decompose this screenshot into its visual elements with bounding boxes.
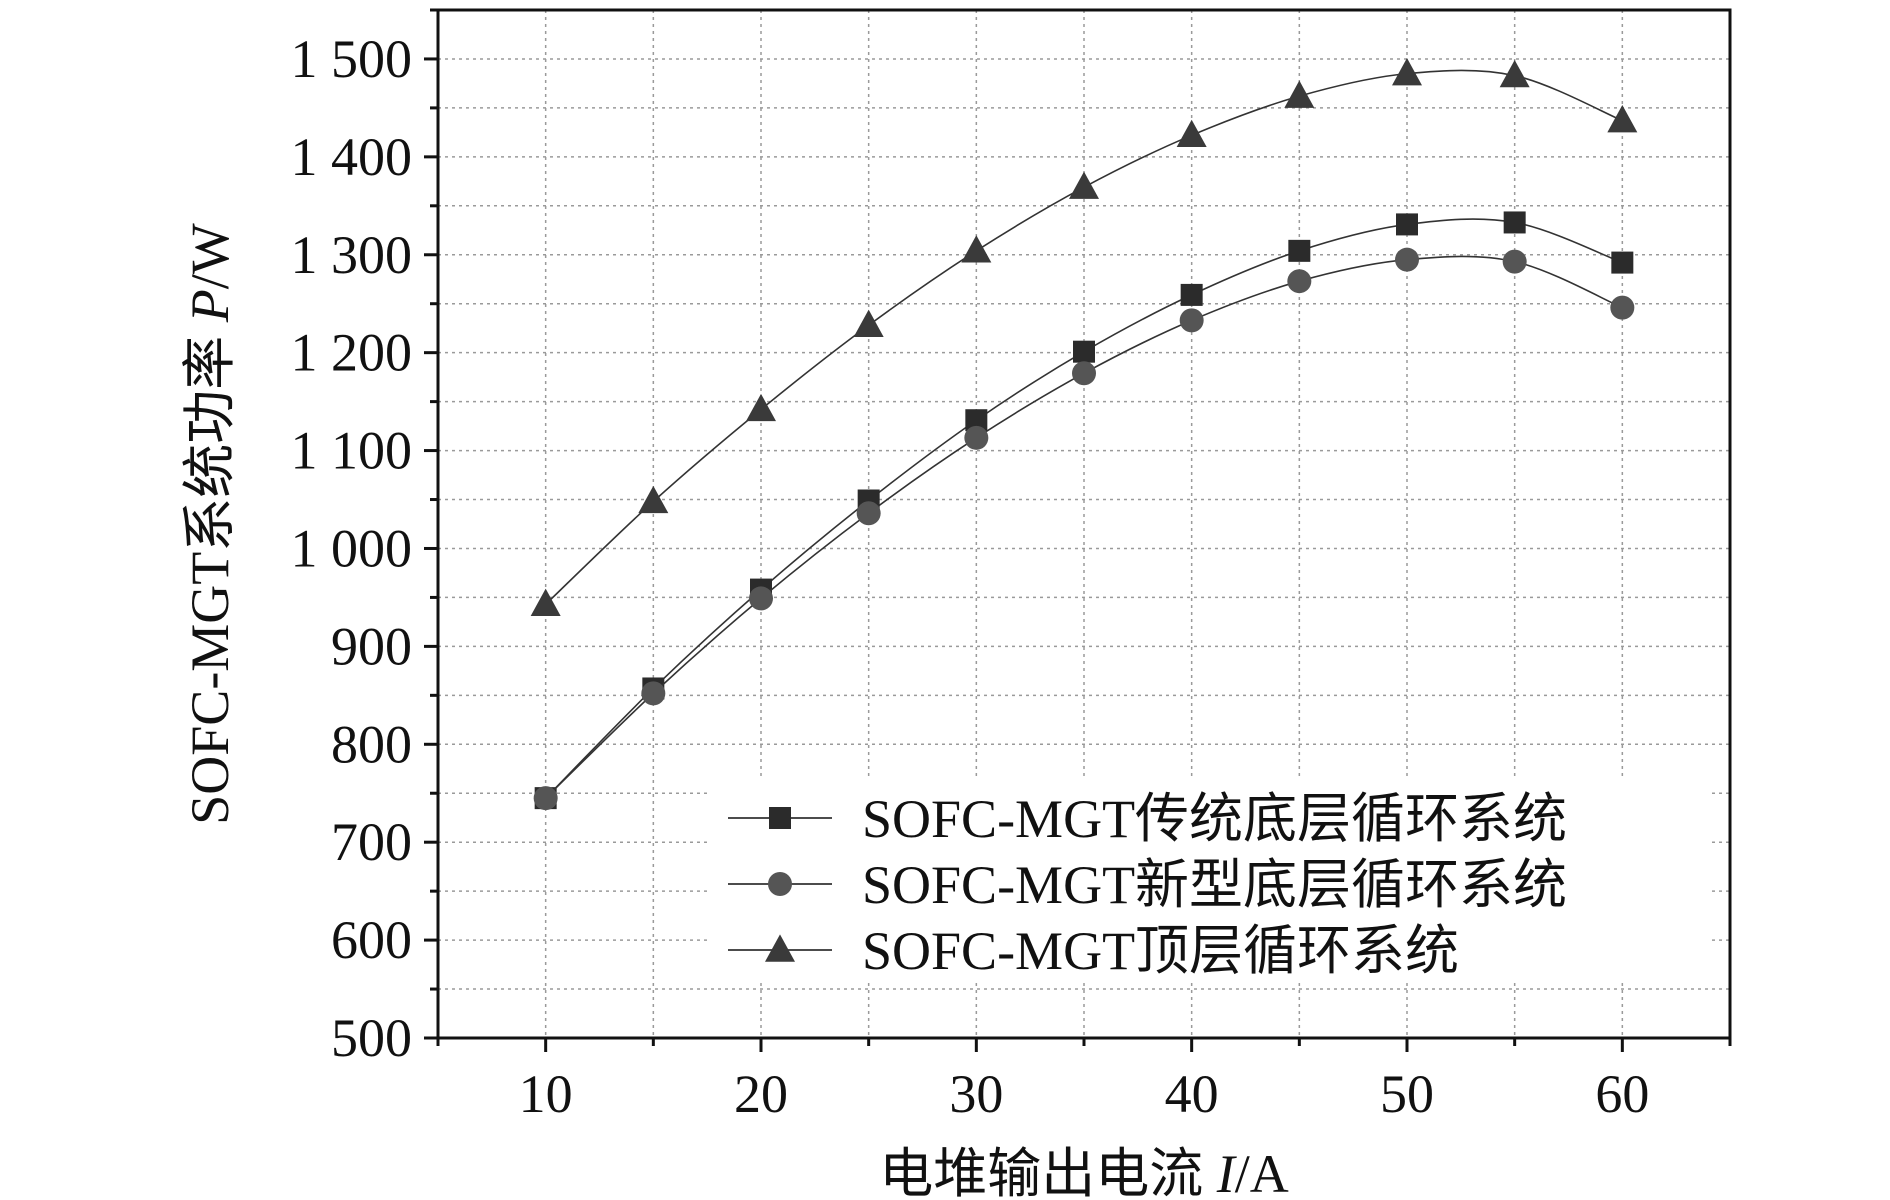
data-point-square — [1180, 283, 1203, 306]
data-point-circle — [1610, 295, 1635, 320]
y-tick-label: 1 200 — [291, 323, 413, 383]
y-tick-label: 1 400 — [291, 127, 413, 187]
data-point-triangle — [638, 485, 669, 514]
legend-marker-triangle — [765, 934, 795, 962]
y-tick-label: 1 300 — [291, 225, 413, 285]
y-tick-label: 600 — [331, 910, 412, 970]
data-point-triangle — [530, 588, 561, 616]
axes: 10 20 30 40 50 60 500 600 700 800 900 1 000 1 100 1 2… — [291, 8, 1732, 1124]
x-tick-label: 10 — [519, 1064, 573, 1124]
x-tick-label: 60 — [1595, 1064, 1649, 1124]
y-tick-label: 800 — [331, 714, 412, 774]
data-point-circle — [964, 425, 989, 450]
data-point-triangle — [853, 309, 884, 337]
data-point-square — [1611, 251, 1634, 274]
legend-label: SOFC-MGT新型底层循环系统 — [862, 855, 1567, 915]
legend-marker-square — [769, 807, 791, 829]
data-point-triangle — [1392, 58, 1422, 86]
x-tick-label: 30 — [949, 1064, 1003, 1124]
series-line — [545, 69, 1623, 605]
data-point-triangle — [1176, 119, 1207, 148]
data-point-circle — [749, 586, 773, 611]
y-tick-label: 1 000 — [291, 518, 413, 578]
legend-item: SOFC-MGT传统底层循环系统 — [728, 789, 1567, 849]
legend-box — [710, 778, 1710, 980]
x-axis-title: 电堆输出电流 I/A — [879, 1144, 1288, 1200]
series-line — [545, 255, 1623, 799]
y-tick-label: 500 — [331, 1008, 412, 1068]
data-point-triangle — [1069, 171, 1099, 199]
y-tick-label: 1 100 — [291, 421, 413, 481]
x-tick-label: 20 — [734, 1064, 788, 1124]
data-point-triangle — [961, 235, 992, 263]
series-line — [545, 218, 1623, 799]
data-point-triangle — [1284, 80, 1315, 108]
data-point-square — [1503, 211, 1526, 234]
legend-label: SOFC-MGT传统底层循环系统 — [862, 789, 1567, 849]
data-point-circle — [533, 786, 558, 811]
legend: SOFC-MGT传统底层循环系统SOFC-MGT新型底层循环系统SOFC-MGT… — [710, 778, 1710, 981]
y-tick-label: 900 — [331, 616, 412, 676]
data-point-circle — [641, 681, 666, 706]
y-axis-title: SOFC-MGT系统功率 P/W — [180, 223, 240, 825]
data-point-triangle — [1607, 105, 1638, 133]
legend-label: SOFC-MGT顶层循环系统 — [862, 921, 1459, 981]
series-layer — [530, 58, 1638, 811]
series-triangle — [530, 58, 1638, 616]
y-tick-label: 700 — [331, 812, 412, 872]
data-point-square — [1073, 340, 1095, 363]
legend-item: SOFC-MGT新型底层循环系统 — [728, 855, 1567, 915]
legend-item: SOFC-MGT顶层循环系统 — [728, 921, 1459, 981]
data-point-circle — [856, 501, 881, 526]
data-point-square — [1396, 213, 1418, 236]
x-tick-label: 40 — [1165, 1064, 1219, 1124]
data-point-square — [1288, 239, 1311, 262]
data-point-circle — [1287, 269, 1312, 294]
series-circle — [533, 247, 1635, 811]
data-point-triangle — [746, 393, 776, 422]
data-point-triangle — [1499, 59, 1530, 88]
legend-marker-circle — [768, 872, 792, 896]
data-point-square — [965, 409, 988, 432]
data-point-circle — [1502, 249, 1527, 274]
y-tick-label: 1 500 — [291, 29, 413, 89]
data-point-circle — [1179, 308, 1204, 333]
data-point-circle — [1395, 247, 1419, 272]
x-tick-label: 50 — [1380, 1064, 1434, 1124]
data-point-circle — [1072, 361, 1096, 386]
